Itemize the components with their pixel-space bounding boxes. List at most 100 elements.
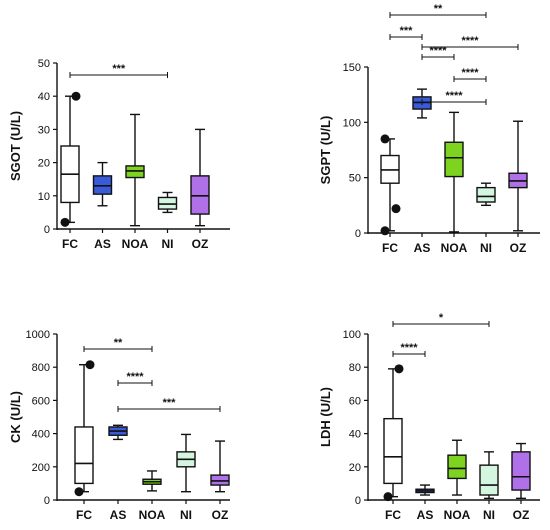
x-tick-label: NI <box>162 237 174 251</box>
y-tick-label: 80 <box>349 362 361 374</box>
box-ni <box>476 182 496 207</box>
significance-bracket: **** <box>392 342 426 357</box>
outlier-point <box>380 226 390 236</box>
iqr-box <box>210 474 230 486</box>
y-tick-label: 0 <box>44 224 50 236</box>
y-tick-label: 10 <box>38 191 50 203</box>
y-tick-label: 40 <box>38 91 50 103</box>
y-axis-label: SGOT (U/L) <box>8 111 23 181</box>
significance-label: ** <box>434 3 443 15</box>
box-oz <box>190 128 210 227</box>
significance-bracket: *** <box>117 397 221 412</box>
outlier-point <box>391 204 401 214</box>
box-as <box>108 424 128 441</box>
outlier-point <box>74 487 84 497</box>
y-tick-label: 40 <box>349 429 361 441</box>
y-tick-label: 100 <box>343 117 361 129</box>
box-oz <box>511 442 531 500</box>
iqr-box <box>125 165 145 179</box>
iqr-box <box>479 464 499 496</box>
y-tick-label: 50 <box>38 58 50 70</box>
significance-label: *** <box>163 397 177 409</box>
significance-label: **** <box>461 35 479 47</box>
sgot-panel: 0 10 20 30 40 50 SGOT (U/L) FC AS NOA NI OZ *** <box>8 58 230 251</box>
outlier-point <box>85 360 95 370</box>
box-as <box>415 484 435 496</box>
x-tick-label: NOA <box>139 508 166 522</box>
y-tick-label: 100 <box>343 329 361 341</box>
iqr-box <box>476 186 496 203</box>
x-tick-label: FC <box>62 237 78 251</box>
x-tick-label: NI <box>480 241 492 255</box>
iqr-box <box>383 417 403 485</box>
significance-bracket: ** <box>389 3 487 18</box>
significance-label: ** <box>114 337 123 349</box>
y-tick-label: 20 <box>38 158 50 170</box>
significance-bracket: *** <box>69 63 168 78</box>
box-fc <box>74 360 95 497</box>
x-tick-label: NOA <box>444 508 471 522</box>
outlier-point <box>380 134 390 144</box>
iqr-box <box>92 175 113 195</box>
significance-bracket: **** <box>421 45 455 60</box>
significance-bracket: *** <box>389 25 423 40</box>
y-tick-label: 0 <box>355 228 361 240</box>
x-tick-label: FC <box>385 508 401 522</box>
significance-label: *** <box>112 63 126 75</box>
outlier-point <box>383 492 393 502</box>
significance-label: **** <box>126 371 144 383</box>
x-tick-label: NI <box>180 508 192 522</box>
x-tick-label: OZ <box>192 237 209 251</box>
iqr-box <box>511 451 531 491</box>
iqr-box <box>74 426 94 485</box>
box-noa <box>444 111 464 233</box>
outlier-point <box>394 364 404 374</box>
significance-bracket: **** <box>421 35 519 50</box>
significance-bracket: * <box>392 312 490 327</box>
y-tick-label: 800 <box>32 362 50 374</box>
x-tick-label: OZ <box>212 508 229 522</box>
box-fc <box>383 364 404 502</box>
box-oz <box>210 440 230 493</box>
y-tick-label: 30 <box>38 124 50 136</box>
box-as <box>92 161 113 207</box>
box-ni <box>157 191 178 214</box>
y-tick-label: 50 <box>349 173 361 185</box>
y-tick-label: 200 <box>32 462 50 474</box>
box-noa <box>142 470 162 492</box>
iqr-box <box>447 454 467 480</box>
x-tick-label: AS <box>110 508 127 522</box>
box-oz <box>508 120 528 232</box>
x-tick-label: NOA <box>441 241 468 255</box>
significance-bracket: ** <box>83 337 153 352</box>
outlier-point <box>71 91 81 101</box>
y-axis-label: CK (U/L) <box>8 391 23 443</box>
box-noa <box>125 113 145 227</box>
x-tick-label: OZ <box>513 508 530 522</box>
x-tick-label: AS <box>414 241 431 255</box>
iqr-box <box>190 175 210 215</box>
significance-label: **** <box>429 45 447 57</box>
y-tick-label: 400 <box>32 429 50 441</box>
y-tick-label: 150 <box>343 62 361 74</box>
box-ni <box>479 451 499 500</box>
x-tick-label: FC <box>382 241 398 255</box>
x-tick-label: AS <box>417 508 434 522</box>
box-fc <box>60 91 81 227</box>
box-fc <box>380 134 401 236</box>
significance-label: **** <box>445 90 463 102</box>
significance-bracket: **** <box>453 67 487 82</box>
significance-label: **** <box>400 342 418 354</box>
x-tick-label: NI <box>483 508 495 522</box>
y-tick-label: 1000 <box>26 329 50 341</box>
box-ni <box>176 433 196 493</box>
significance-label: **** <box>461 67 479 79</box>
y-axis-label: SGPT (U/L) <box>318 116 333 185</box>
outlier-point <box>60 217 70 227</box>
y-axis-label: LDH (U/L) <box>318 387 333 447</box>
x-tick-label: OZ <box>510 241 527 255</box>
